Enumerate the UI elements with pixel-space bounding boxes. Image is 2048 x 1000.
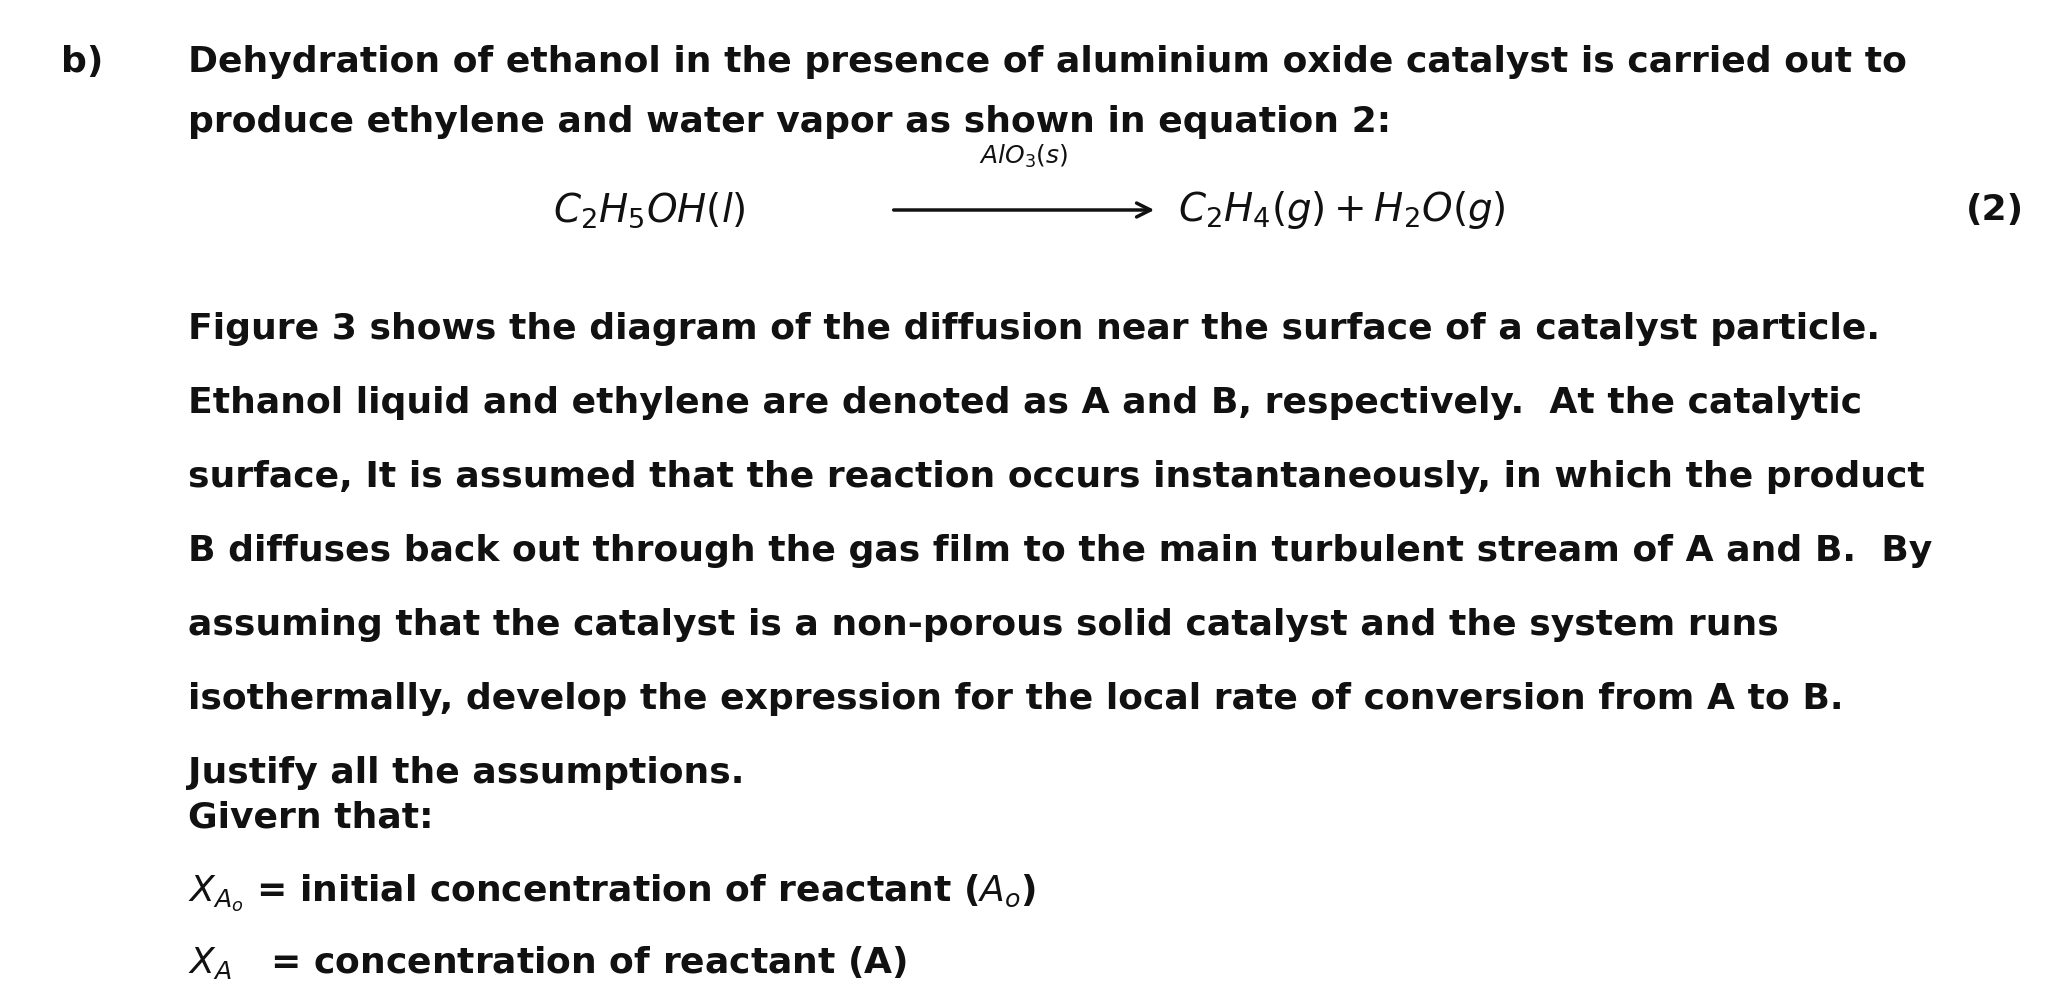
Text: assuming that the catalyst is a non-porous solid catalyst and the system runs: assuming that the catalyst is a non-poro…	[188, 608, 1780, 642]
Text: Dehydration of ethanol in the presence of aluminium oxide catalyst is carried ou: Dehydration of ethanol in the presence o…	[188, 45, 1907, 79]
Text: Justify all the assumptions.: Justify all the assumptions.	[188, 756, 745, 790]
Text: Figure 3 shows the diagram of the diffusion near the surface of a catalyst parti: Figure 3 shows the diagram of the diffus…	[188, 312, 1880, 346]
Text: Ethanol liquid and ethylene are denoted as A and B, respectively.  At the cataly: Ethanol liquid and ethylene are denoted …	[188, 386, 1862, 420]
Text: $X_{A_o}$ = initial concentration of reactant ($A_o$): $X_{A_o}$ = initial concentration of rea…	[188, 872, 1036, 913]
Text: $X_A$   = concentration of reactant (A): $X_A$ = concentration of reactant (A)	[188, 944, 907, 981]
Text: $C_2H_4(g) + H_2O(g)$: $C_2H_4(g) + H_2O(g)$	[1178, 189, 1505, 231]
Text: surface, It is assumed that the reaction occurs instantaneously, in which the pr: surface, It is assumed that the reaction…	[188, 460, 1925, 494]
Text: Givern that:: Givern that:	[188, 800, 434, 834]
Text: b): b)	[61, 45, 104, 79]
Text: $C_2H_5OH(l)$: $C_2H_5OH(l)$	[553, 190, 745, 230]
Text: isothermally, develop the expression for the local rate of conversion from A to : isothermally, develop the expression for…	[188, 682, 1843, 716]
Text: B diffuses back out through the gas film to the main turbulent stream of A and B: B diffuses back out through the gas film…	[188, 534, 1933, 568]
Text: produce ethylene and water vapor as shown in equation 2:: produce ethylene and water vapor as show…	[188, 105, 1391, 139]
Text: (2): (2)	[1966, 193, 2023, 227]
Text: $AlO_3(s)$: $AlO_3(s)$	[979, 143, 1069, 170]
